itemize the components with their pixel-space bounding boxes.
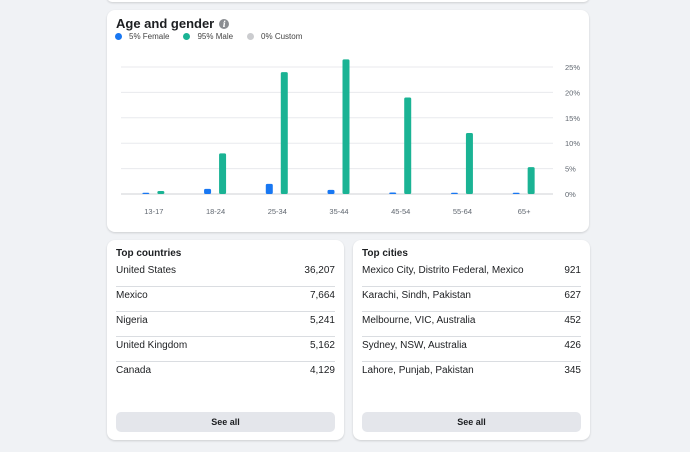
see-all-cities-button[interactable]: See all	[362, 412, 581, 432]
bar-female-18-24	[204, 188, 212, 194]
top-countries-title: Top countries	[116, 248, 182, 259]
y-tick-label: 15%	[565, 114, 580, 123]
list-item: Mexico 7,664	[116, 287, 335, 312]
bar-female-65+	[512, 192, 520, 194]
bar-male-65+	[527, 167, 535, 194]
x-tick-label: 55-64	[453, 207, 472, 216]
city-name: Mexico City, Distrito Federal, Mexico	[362, 265, 524, 276]
info-icon[interactable]: i	[219, 18, 230, 29]
country-value: 4,129	[309, 365, 335, 376]
country-name: United States	[116, 265, 177, 276]
country-name: Nigeria	[116, 315, 148, 326]
x-tick-label: 13-17	[144, 207, 163, 216]
y-tick-label: 5%	[565, 165, 576, 174]
bar-female-35-44	[327, 189, 335, 194]
bar-female-45-54	[389, 192, 397, 194]
age-gender-card: 25% 20% 15% 10% 5% 0% 13-17 18-24 25-34 35-44 45-5…	[107, 10, 589, 232]
y-tick-label: 0%	[565, 190, 576, 199]
top-cities-card: Top cities Mexico City, Distrito Federal…	[353, 240, 590, 440]
city-value: 345	[564, 365, 581, 376]
list-item: Melbourne, VIC, Australia 452	[362, 312, 581, 337]
bar-male-45-54	[404, 97, 412, 194]
list-item: Mexico City, Distrito Federal, Mexico 921	[362, 262, 581, 287]
bar-male-55-64	[465, 133, 473, 194]
legend-item-female: 5% Female	[115, 32, 169, 41]
legend-label-male: 95% Male	[197, 32, 234, 41]
city-name: Lahore, Punjab, Pakistan	[362, 365, 474, 376]
list-item: Canada 4,129	[116, 362, 335, 387]
age-gender-header: Age and gender i	[116, 16, 230, 31]
bar-male-35-44	[342, 59, 350, 194]
bar-female-25-34	[265, 183, 273, 194]
list-item: United States 36,207	[116, 262, 335, 287]
city-name: Karachi, Sindh, Pakistan	[362, 290, 471, 301]
see-all-countries-button[interactable]: See all	[116, 412, 335, 432]
country-name: Canada	[116, 365, 152, 376]
country-name: United Kingdom	[116, 340, 188, 351]
age-gender-chart: 25% 20% 15% 10% 5% 0% 13-17 18-24 25-34 35-44 45-5…	[121, 59, 580, 216]
top-countries-list: United States 36,207 Mexico 7,664 Nigeria 5…	[116, 262, 335, 387]
previous-card-edge	[107, 0, 589, 2]
country-value: 5,241	[309, 315, 335, 326]
list-item: Karachi, Sindh, Pakistan 627	[362, 287, 581, 312]
legend-dot-female	[115, 33, 122, 40]
country-value: 36,207	[304, 265, 335, 276]
legend-label-female: 5% Female	[129, 32, 170, 41]
legend-dot-custom	[247, 33, 255, 40]
legend-label-custom: 0% Custom	[261, 32, 303, 41]
y-tick-label: 25%	[565, 63, 580, 72]
city-value: 426	[564, 340, 581, 351]
y-tick-label: 10%	[565, 139, 580, 148]
top-cities-list: Mexico City, Distrito Federal, Mexico 921…	[362, 262, 581, 387]
bar-female-55-64	[450, 192, 458, 194]
legend-item-custom: 0% Custom	[247, 32, 302, 41]
city-value: 452	[564, 315, 581, 326]
city-name: Sydney, NSW, Australia	[362, 340, 467, 351]
country-value: 5,162	[309, 340, 335, 351]
city-name: Melbourne, VIC, Australia	[362, 315, 476, 326]
top-countries-card: Top countries United States 36,207 Mexico…	[107, 240, 344, 440]
city-value: 921	[564, 265, 581, 276]
list-item: Lahore, Punjab, Pakistan 345	[362, 362, 581, 387]
x-tick-label: 45-54	[391, 207, 410, 216]
x-tick-label: 35-44	[329, 207, 348, 216]
x-tick-label: 18-24	[206, 207, 225, 216]
bar-male-25-34	[280, 72, 288, 194]
age-gender-title: Age and gender	[116, 16, 215, 31]
list-item: Nigeria 5,241	[116, 312, 335, 337]
chart-legend: 5% Female 95% Male 0% Custom	[115, 32, 316, 41]
bar-male-18-24	[219, 153, 227, 194]
country-value: 7,664	[309, 290, 335, 301]
top-cities-title: Top cities	[362, 248, 408, 259]
legend-dot-male	[183, 33, 191, 40]
list-item: United Kingdom 5,162	[116, 337, 335, 362]
city-value: 627	[564, 290, 581, 301]
bar-female-13-17	[142, 192, 150, 194]
list-item: Sydney, NSW, Australia 426	[362, 337, 581, 362]
bar-male-13-17	[157, 190, 165, 194]
legend-item-male: 95% Male	[183, 32, 233, 41]
x-tick-label: 25-34	[268, 207, 287, 216]
x-tick-label: 65+	[518, 207, 531, 216]
y-tick-label: 20%	[565, 88, 580, 97]
country-name: Mexico	[116, 290, 148, 301]
